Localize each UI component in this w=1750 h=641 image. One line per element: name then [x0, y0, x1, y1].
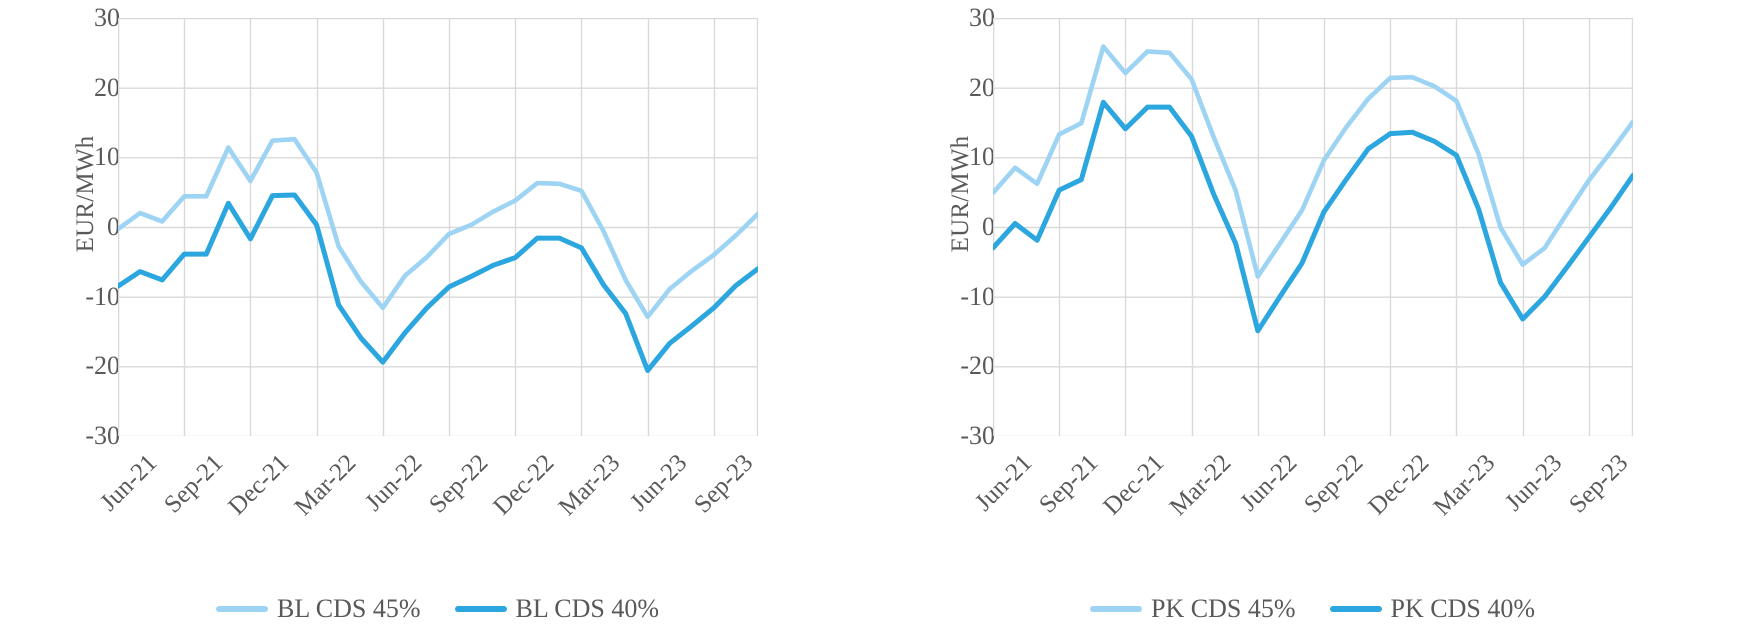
y-tick-label: 20 [94, 72, 120, 102]
x-tick-label: Sep-22 [424, 449, 494, 519]
x-tick-label: Dec-22 [1363, 449, 1435, 521]
x-tick-label: Mar-23 [554, 449, 626, 522]
plot-svg [993, 18, 1633, 436]
right-chart-panel: EUR/MWh 30 20 10 0 -10 -20 -30 Jun-21 Sep-21 Dec… [875, 0, 1750, 641]
x-tick-label: Sep-21 [1034, 449, 1104, 519]
right-chart-legend: PK CDS 45% PK CDS 40% [875, 596, 1750, 622]
legend-line-swatch [1090, 606, 1143, 612]
y-tick-label: 20 [969, 72, 995, 102]
x-tick-label: Jun-23 [1499, 449, 1568, 517]
y-tick-label: -20 [85, 351, 120, 381]
x-tick-label: Jun-22 [1234, 449, 1303, 517]
y-tick-label: 10 [969, 142, 995, 172]
x-tick-label: Mar-22 [289, 449, 361, 522]
series-line-40 [993, 99, 1633, 334]
x-tick-label: Sep-21 [159, 449, 229, 519]
x-tick-label: Dec-21 [1098, 449, 1170, 521]
plot-svg [118, 18, 758, 436]
y-tick-label: -30 [960, 421, 995, 450]
x-tick-label: Dec-22 [488, 449, 560, 521]
y-tick-label: -20 [960, 351, 995, 381]
legend-item[interactable]: PK CDS 40% [1329, 594, 1535, 623]
legend-line-swatch [216, 606, 268, 612]
legend-item-label: PK CDS 45% [1151, 594, 1296, 623]
left-chart-panel: EUR/MWh 30 20 10 0 -10 -20 -30 Jun-21 Sep-21 Dec… [0, 0, 875, 641]
x-tick-label: Sep-22 [1299, 449, 1369, 519]
y-tick-label: 0 [982, 212, 995, 241]
x-tick-label: Jun-23 [624, 449, 693, 517]
x-tick-label: Dec-21 [223, 449, 295, 521]
y-tick-label: -10 [960, 281, 995, 311]
right-plot-area [993, 18, 1633, 436]
y-tick-label: 30 [94, 3, 120, 32]
left-y-tick-labels: 30 20 10 0 -10 -20 -30 [0, 0, 120, 641]
series-line-45 [118, 136, 758, 320]
y-tick-label: 30 [969, 3, 995, 32]
y-tick-label: -10 [85, 281, 120, 311]
legend-item[interactable]: PK CDS 45% [1090, 594, 1296, 623]
x-tick-label: Sep-23 [689, 449, 759, 519]
x-tick-label: Mar-23 [1429, 449, 1501, 522]
y-tick-label: 10 [94, 142, 120, 172]
legend-line-swatch [454, 606, 507, 612]
left-plot-area [118, 18, 758, 436]
series-line-40 [118, 192, 758, 374]
right-y-tick-labels: 30 20 10 0 -10 -20 -30 [875, 0, 995, 641]
x-tick-label: Mar-22 [1164, 449, 1236, 522]
y-tick-label: -30 [85, 421, 120, 450]
legend-item[interactable]: BL CDS 40% [454, 594, 660, 623]
legend-item-label: PK CDS 40% [1390, 594, 1535, 623]
legend-line-swatch [1329, 606, 1382, 612]
legend-item-label: BL CDS 45% [277, 594, 421, 623]
x-tick-label: Jun-22 [359, 449, 428, 517]
legend-item[interactable]: BL CDS 45% [216, 596, 421, 622]
legend-item-label: BL CDS 40% [515, 594, 660, 623]
left-chart-legend: BL CDS 45% BL CDS 40% [0, 596, 875, 622]
series-line-45 [993, 44, 1633, 279]
y-tick-label: 0 [107, 212, 120, 241]
x-tick-label: Sep-23 [1564, 449, 1634, 519]
